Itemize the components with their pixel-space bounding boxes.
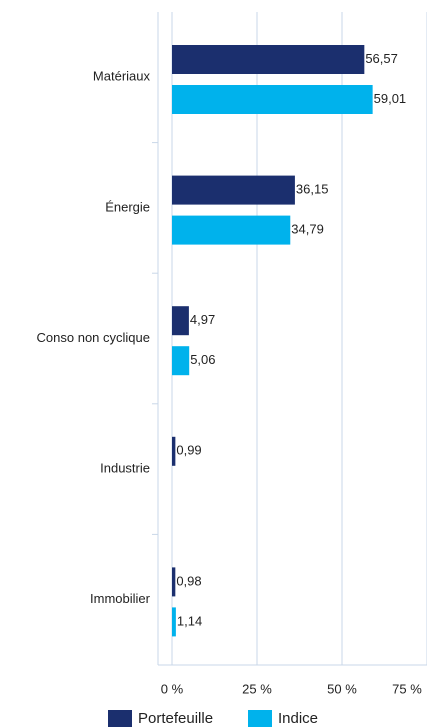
- data-label: 4,97: [190, 312, 215, 327]
- data-label: 36,15: [296, 182, 329, 197]
- data-label: 1,14: [177, 613, 202, 628]
- bar: [172, 175, 295, 205]
- x-tick-label: 75 %: [392, 681, 422, 696]
- y-tick-label: Conso non cyclique: [37, 330, 150, 345]
- bar: [172, 607, 176, 637]
- data-label: 5,06: [190, 352, 215, 367]
- bar: [172, 215, 291, 245]
- data-label: 0,99: [176, 443, 201, 458]
- bar: [172, 85, 373, 114]
- legend-label: Portefeuille: [138, 710, 213, 727]
- data-label: 0,98: [176, 573, 201, 588]
- bar: [172, 346, 190, 376]
- data-label: 34,79: [291, 222, 324, 237]
- legend-swatch: [108, 710, 132, 727]
- data-label: 59,01: [374, 91, 407, 106]
- bar: [172, 567, 176, 597]
- x-tick-label: 0 %: [161, 681, 184, 696]
- x-tick-label: 50 %: [327, 681, 357, 696]
- y-tick-label: Immobilier: [90, 591, 151, 606]
- bar: [172, 306, 189, 336]
- y-tick-label: Énergie: [105, 199, 150, 214]
- data-label: 56,57: [365, 51, 398, 66]
- y-tick-label: Matériaux: [93, 69, 151, 84]
- x-tick-label: 25 %: [242, 681, 272, 696]
- legend-swatch: [248, 710, 272, 727]
- bar: [172, 45, 365, 74]
- legend-label: Indice: [278, 710, 318, 727]
- y-tick-label: Industrie: [100, 461, 150, 476]
- bar: [172, 436, 176, 466]
